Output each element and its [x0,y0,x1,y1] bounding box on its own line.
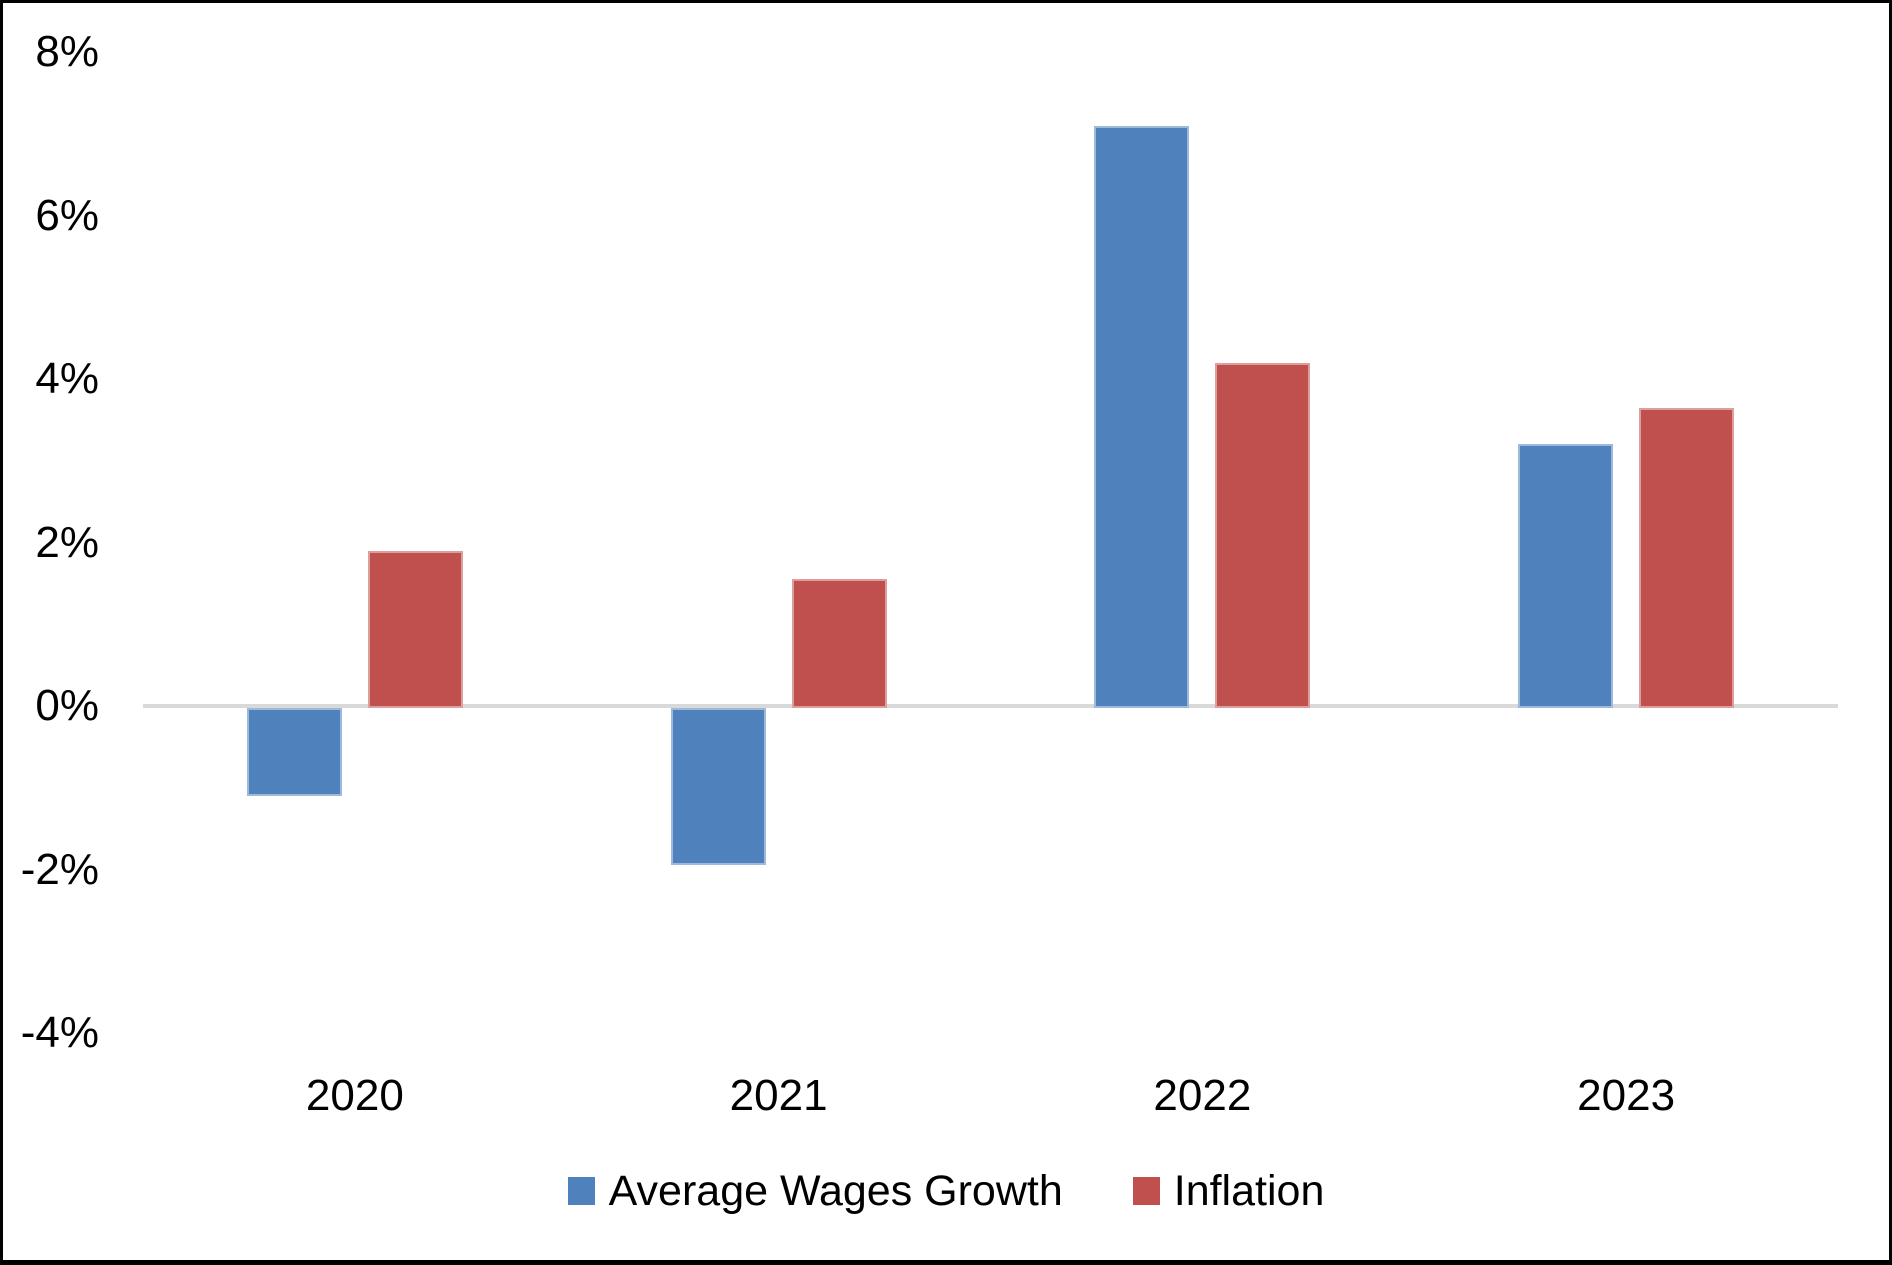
bar-inflation-2021 [791,579,887,708]
plot-area: 8% 6% 4% 2% 0% -2% -4% 2020 2021 2022 2023 [3,3,1889,1260]
legend-item-average-wages-growth: Average Wages Growth [567,1166,1063,1216]
y-tick-label: 4% [35,354,99,403]
bar-average-wages-growth-2020 [246,708,342,796]
legend-swatch-average-wages-growth [567,1177,595,1205]
bar-inflation-2022 [1215,362,1311,708]
bar-average-wages-growth-2022 [1094,125,1190,708]
y-tick-label: -2% [20,844,99,894]
x-category-label: 2022 [1153,1071,1252,1120]
legend: Average Wages Growth Inflation [3,1158,1889,1224]
y-tick-label: -4% [20,1008,99,1057]
legend-item-inflation: Inflation [1132,1166,1325,1216]
legend-label: Inflation [1173,1166,1325,1215]
x-category-label: 2023 [1577,1071,1676,1120]
bar-average-wages-growth-2021 [670,708,766,866]
bar-inflation-2023 [1639,407,1735,708]
bar-average-wages-growth-2023 [1518,444,1614,708]
x-category-label: 2020 [305,1071,404,1120]
y-tick-label: 6% [35,190,99,240]
bar-inflation-2020 [367,550,463,708]
zero-axis-line [143,704,1838,708]
y-tick-label: 0% [35,681,99,730]
y-tick-label: 8% [35,27,99,76]
y-tick-label: 2% [35,517,99,567]
x-category-label: 2021 [729,1071,828,1120]
legend-swatch-inflation [1132,1177,1160,1205]
legend-label: Average Wages Growth [608,1166,1063,1215]
